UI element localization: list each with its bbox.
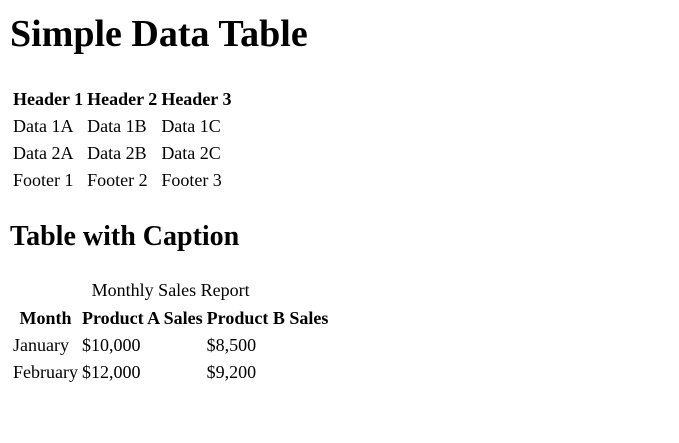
- table-cell: $9,200: [206, 362, 257, 382]
- table-cell: January: [13, 335, 69, 355]
- footer-cell: Footer 2: [87, 170, 148, 190]
- header-row: Month Product A Sales Product B Sales: [12, 306, 329, 331]
- table-caption: Monthly Sales Report: [91, 280, 250, 300]
- section-heading: Table with Caption: [10, 221, 240, 252]
- table-cell: Data 1A: [13, 116, 74, 136]
- sales-report-table: Monthly Sales Report Month Product A Sal…: [10, 278, 331, 387]
- table-cell: Data 2C: [161, 143, 221, 163]
- table-row: February $12,000 $9,200: [12, 360, 329, 385]
- table-body: Data 1A Data 1B Data 1C Data 2A Data 2B …: [12, 114, 232, 166]
- table-row: January $10,000 $8,500: [12, 333, 329, 358]
- header-row: Header 1 Header 2 Header 3: [12, 87, 232, 112]
- column-header-product-a: Product A Sales: [81, 308, 203, 328]
- simple-data-table: Header 1 Header 2 Header 3 Data 1A Data …: [10, 85, 234, 195]
- column-header: Header 1: [13, 89, 84, 109]
- table-cell: Data 2B: [87, 143, 147, 163]
- column-header: Header 2: [87, 89, 158, 109]
- column-header-product-b: Product B Sales: [206, 308, 329, 328]
- table-foot: Footer 1 Footer 2 Footer 3: [12, 168, 232, 193]
- footer-cell: Footer 1: [13, 170, 74, 190]
- table-head: Month Product A Sales Product B Sales: [12, 306, 329, 331]
- table-body: January $10,000 $8,500 February $12,000 …: [12, 333, 329, 385]
- footer-row: Footer 1 Footer 2 Footer 3: [12, 168, 232, 193]
- table-row: Data 1A Data 1B Data 1C: [12, 114, 232, 139]
- table-cell: Data 2A: [13, 143, 74, 163]
- page-title: Simple Data Table: [10, 13, 308, 55]
- table-cell: $10,000: [81, 335, 141, 355]
- table-row: Data 2A Data 2B Data 2C: [12, 141, 232, 166]
- column-header: Header 3: [161, 89, 232, 109]
- table-cell: Data 1C: [161, 116, 221, 136]
- footer-cell: Footer 3: [161, 170, 222, 190]
- table-cell: $8,500: [206, 335, 257, 355]
- table-cell: Data 1B: [87, 116, 147, 136]
- table-cell: February: [13, 362, 78, 382]
- table-cell: $12,000: [81, 362, 141, 382]
- table-head: Header 1 Header 2 Header 3: [12, 87, 232, 112]
- column-header-month: Month: [19, 308, 72, 328]
